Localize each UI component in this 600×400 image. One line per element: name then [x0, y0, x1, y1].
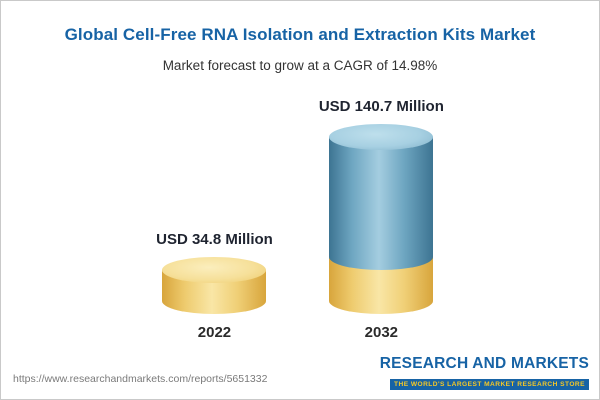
bar-2022-top-ellipse: [162, 257, 267, 284]
category-label-2032: 2032: [364, 324, 399, 341]
bar-group-2032: USD 140.7 Million 2032: [319, 98, 444, 341]
research-and-markets-logo: RESEARCH AND MARKETS THE WORLD'S LARGEST…: [380, 355, 589, 391]
value-label-2032: USD 140.7 Million: [318, 97, 444, 115]
bar-2032: [329, 123, 434, 314]
report-url: https://www.researchandmarkets.com/repor…: [13, 373, 268, 385]
page-subtitle: Market forecast to grow at a CAGR of 14.…: [162, 58, 438, 73]
footer: https://www.researchandmarkets.com/repor…: [13, 355, 589, 391]
bar-2032-top-ellipse: [329, 123, 434, 150]
logo-tagline: THE WORLD'S LARGEST MARKET RESEARCH STOR…: [390, 379, 589, 390]
page-title: Global Cell-Free RNA Isolation and Extra…: [64, 25, 536, 44]
bar-group-2022: USD 34.8 Million 2022: [156, 231, 273, 341]
bar-chart: USD 34.8 Million 2022 USD 140.7 Million …: [1, 89, 599, 341]
value-label-2022: USD 34.8 Million: [156, 231, 273, 249]
bar-2022: [162, 257, 267, 314]
chart-header: Global Cell-Free RNA Isolation and Extra…: [1, 1, 599, 73]
bar-2032-segment-blue: [329, 136, 434, 271]
category-label-2022: 2022: [197, 324, 232, 341]
logo-wordmark: RESEARCH AND MARKETS: [379, 355, 589, 372]
